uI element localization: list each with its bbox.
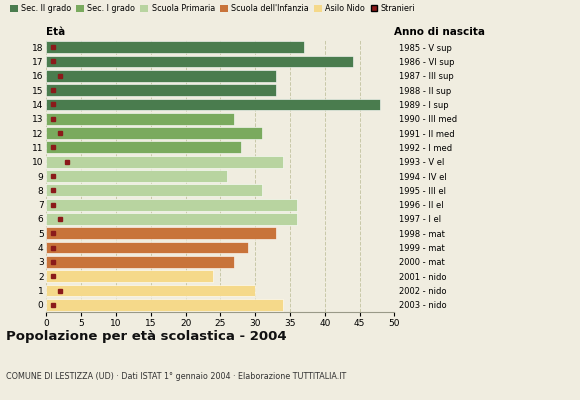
Bar xyxy=(46,285,255,296)
Text: COMUNE DI LESTIZZA (UD) · Dati ISTAT 1° gennaio 2004 · Elaborazione TUTTITALIA.I: COMUNE DI LESTIZZA (UD) · Dati ISTAT 1° … xyxy=(6,372,346,381)
Bar xyxy=(46,270,213,282)
Bar xyxy=(46,170,227,182)
Bar xyxy=(46,242,248,254)
Text: Popolazione per età scolastica - 2004: Popolazione per età scolastica - 2004 xyxy=(6,330,287,343)
Bar xyxy=(46,184,262,196)
Text: Anno di nascita: Anno di nascita xyxy=(394,27,485,37)
Bar xyxy=(46,98,380,110)
Bar xyxy=(46,70,276,82)
Bar xyxy=(46,256,234,268)
Bar xyxy=(46,127,262,139)
Bar xyxy=(46,213,297,225)
Bar xyxy=(46,142,241,153)
Bar xyxy=(46,84,276,96)
Bar xyxy=(46,156,283,168)
Bar xyxy=(46,41,304,53)
Bar xyxy=(46,299,283,311)
Bar xyxy=(46,227,276,239)
Text: Età: Età xyxy=(46,27,66,37)
Bar xyxy=(46,113,234,125)
Legend: Sec. II grado, Sec. I grado, Scuola Primaria, Scuola dell'Infanzia, Asilo Nido, : Sec. II grado, Sec. I grado, Scuola Prim… xyxy=(10,4,415,13)
Bar xyxy=(46,199,297,210)
Bar xyxy=(46,56,353,67)
